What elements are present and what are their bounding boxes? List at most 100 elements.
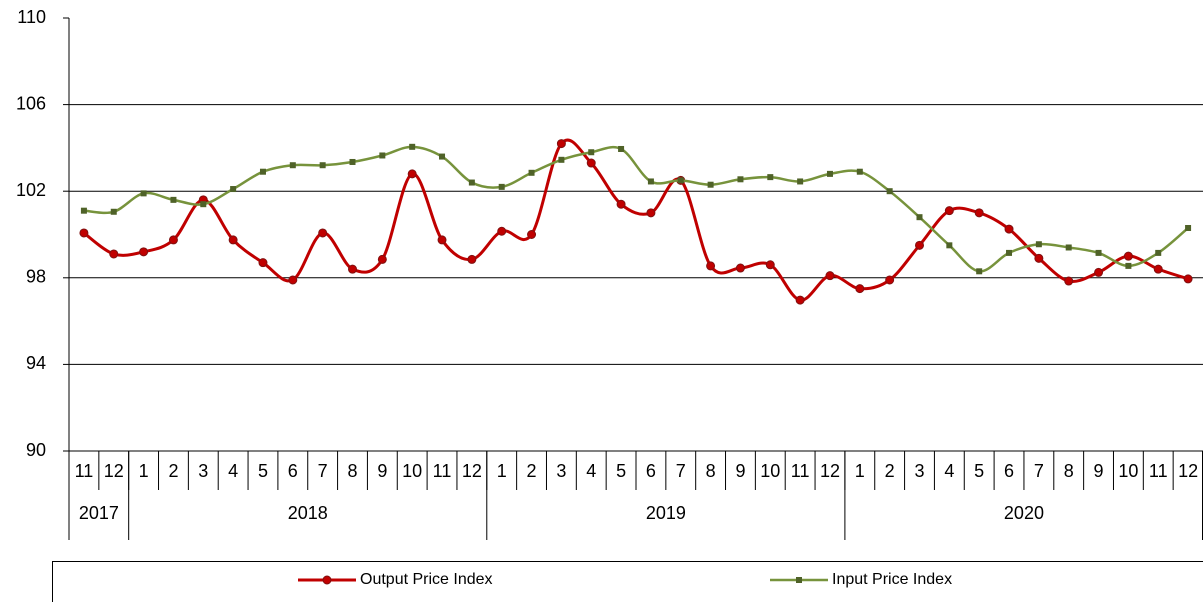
x-tick-label: 12 xyxy=(1178,461,1198,481)
x-tick-label: 6 xyxy=(288,461,298,481)
point xyxy=(409,144,415,150)
point xyxy=(708,182,714,188)
legend-box xyxy=(53,562,1203,603)
point xyxy=(81,208,87,214)
year-label: 2019 xyxy=(646,503,686,523)
y-tick-label: 94 xyxy=(26,353,46,373)
point xyxy=(230,186,236,192)
x-tick-label: 10 xyxy=(760,461,780,481)
point xyxy=(796,296,804,304)
point xyxy=(1066,244,1072,250)
point xyxy=(319,229,327,237)
point xyxy=(111,209,117,215)
point xyxy=(378,255,386,263)
point xyxy=(857,169,863,175)
point xyxy=(349,265,357,273)
point xyxy=(468,255,476,263)
point xyxy=(408,170,416,178)
x-tick-label: 3 xyxy=(914,461,924,481)
x-tick-label: 1 xyxy=(139,461,149,481)
point xyxy=(170,197,176,203)
x-tick-label: 3 xyxy=(556,461,566,481)
point xyxy=(290,162,296,168)
point xyxy=(797,178,803,184)
legend-label: Input Price Index xyxy=(832,571,952,588)
point xyxy=(707,262,715,270)
x-tick-label: 10 xyxy=(402,461,422,481)
point xyxy=(826,272,834,280)
point xyxy=(587,159,595,167)
point xyxy=(259,259,267,267)
point xyxy=(827,171,833,177)
point xyxy=(379,152,385,158)
x-tick-label: 8 xyxy=(1064,461,1074,481)
point xyxy=(260,169,266,175)
point xyxy=(945,207,953,215)
x-tick-label: 11 xyxy=(1149,461,1168,481)
point xyxy=(976,268,982,274)
x-tick-label: 7 xyxy=(318,461,328,481)
point xyxy=(80,229,88,237)
x-tick-label: 7 xyxy=(676,461,686,481)
point xyxy=(529,170,535,176)
x-tick-label: 5 xyxy=(974,461,984,481)
point xyxy=(438,236,446,244)
point xyxy=(1065,277,1073,285)
x-tick-label: 12 xyxy=(820,461,840,481)
x-tick-label: 12 xyxy=(462,461,482,481)
x-tick-label: 4 xyxy=(228,461,238,481)
point xyxy=(528,231,536,239)
year-label: 2020 xyxy=(1004,503,1044,523)
point xyxy=(499,184,505,190)
point xyxy=(767,174,773,180)
point xyxy=(200,201,206,207)
point xyxy=(1006,250,1012,256)
x-tick-label: 12 xyxy=(104,461,124,481)
point xyxy=(856,285,864,293)
point xyxy=(588,149,594,155)
y-tick-label: 106 xyxy=(16,93,46,113)
y-tick-label: 110 xyxy=(17,7,46,27)
x-tick-label: 5 xyxy=(258,461,268,481)
y-tick-label: 90 xyxy=(26,440,46,460)
x-tick-label: 11 xyxy=(791,461,810,481)
legend-label: Output Price Index xyxy=(360,571,493,588)
point xyxy=(1155,250,1161,256)
x-tick-label: 2 xyxy=(168,461,178,481)
point xyxy=(439,154,445,160)
point xyxy=(647,209,655,217)
point xyxy=(1036,241,1042,247)
point xyxy=(737,176,743,182)
point xyxy=(320,162,326,168)
x-tick-label: 9 xyxy=(377,461,387,481)
x-tick-label: 6 xyxy=(1004,461,1014,481)
point xyxy=(141,190,147,196)
x-tick-label: 11 xyxy=(433,461,452,481)
x-tick-label: 9 xyxy=(1094,461,1104,481)
point xyxy=(975,209,983,217)
point xyxy=(887,188,893,194)
point xyxy=(289,276,297,284)
x-tick-label: 3 xyxy=(198,461,208,481)
point xyxy=(229,236,237,244)
point xyxy=(1005,225,1013,233)
x-tick-label: 1 xyxy=(497,461,507,481)
point xyxy=(140,248,148,256)
point xyxy=(1035,254,1043,262)
point xyxy=(558,157,564,163)
point xyxy=(766,261,774,269)
point xyxy=(1184,275,1192,283)
point xyxy=(946,242,952,248)
legend-marker xyxy=(796,577,802,583)
point xyxy=(110,250,118,258)
legend-marker xyxy=(323,576,331,584)
point xyxy=(916,241,924,249)
point xyxy=(350,159,356,165)
x-tick-label: 1 xyxy=(855,461,865,481)
point xyxy=(1124,252,1132,260)
x-tick-label: 4 xyxy=(586,461,596,481)
x-tick-label: 7 xyxy=(1034,461,1044,481)
point xyxy=(917,214,923,220)
x-tick-label: 2 xyxy=(885,461,895,481)
